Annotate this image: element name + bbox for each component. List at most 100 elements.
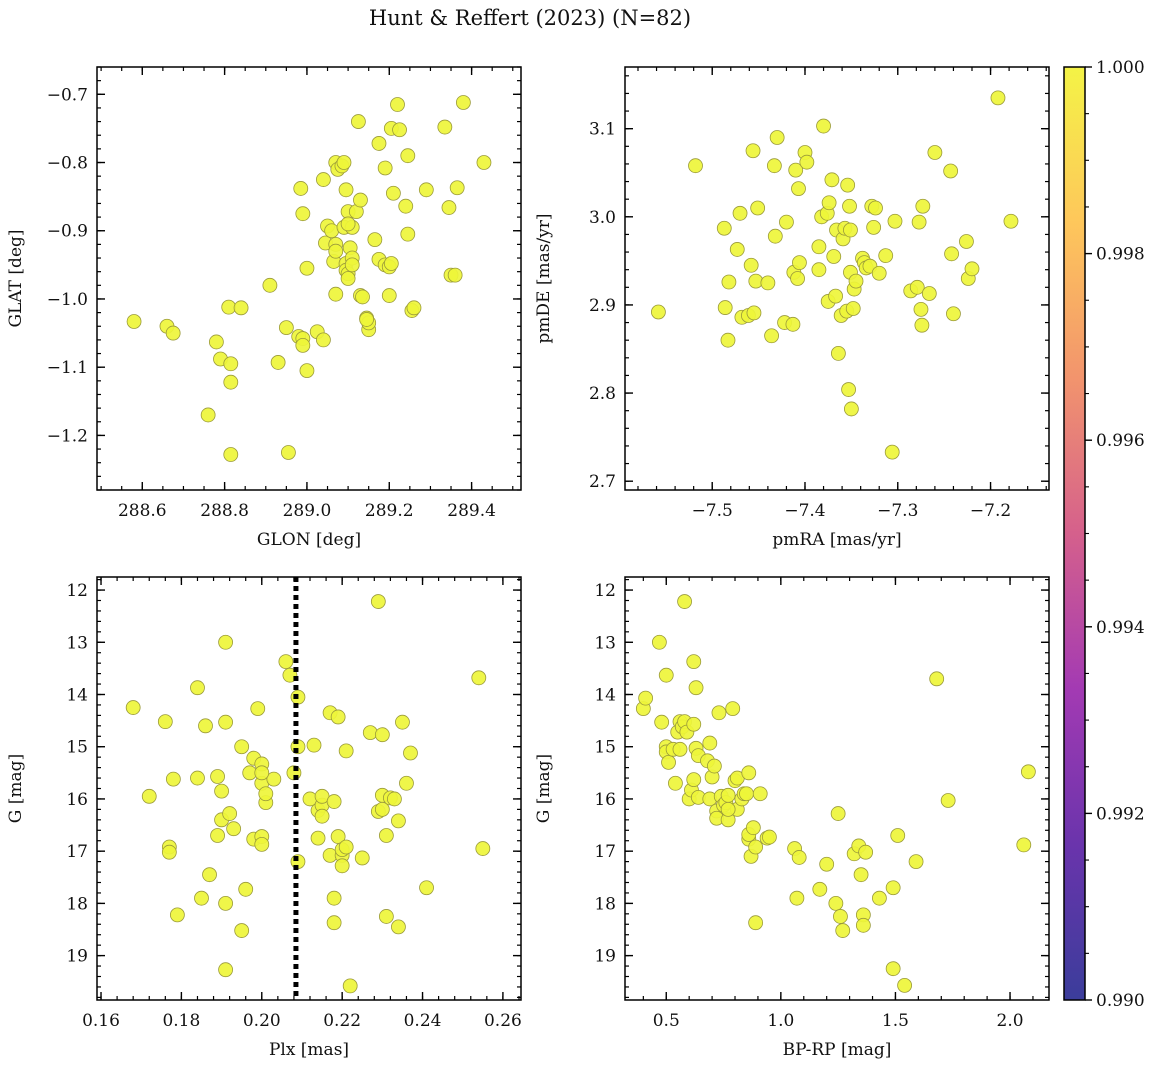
data-point — [878, 248, 894, 263]
data-point — [367, 232, 383, 248]
data-point — [378, 828, 394, 843]
x-axis-label: Plx [mas] — [269, 1040, 349, 1060]
data-point — [338, 743, 354, 759]
data-point — [658, 667, 674, 683]
y-tick-label: 12 — [66, 581, 88, 601]
data-point — [720, 801, 736, 817]
data-point — [359, 312, 375, 327]
y-tick-label: 16 — [66, 790, 88, 810]
scatter-points — [635, 594, 1036, 993]
data-point — [326, 794, 342, 809]
data-point — [843, 222, 858, 238]
data-point — [750, 200, 766, 216]
axes-frame — [96, 66, 522, 491]
data-point — [767, 228, 783, 244]
data-point — [835, 923, 851, 938]
data-point — [377, 160, 393, 176]
data-point — [169, 907, 185, 923]
data-point — [355, 289, 370, 305]
figure-title: Hunt & Reffert (2023) (N=82) — [368, 6, 692, 30]
axes-frame — [624, 66, 1050, 491]
data-point — [381, 288, 397, 303]
data-point — [745, 143, 761, 159]
data-point — [437, 119, 453, 135]
colorbar-tick-label: 0.990 — [1096, 991, 1145, 1011]
data-point — [258, 786, 274, 802]
data-point — [927, 145, 943, 160]
data-point — [218, 895, 234, 911]
x-tick-label: 0.16 — [82, 1011, 120, 1031]
data-point — [165, 325, 181, 341]
x-tick-label: −7.2 — [970, 501, 1011, 521]
data-point — [732, 205, 748, 221]
data-point — [833, 909, 848, 924]
y-axis-label: GLAT [deg] — [6, 229, 26, 327]
y-tick-label: 17 — [594, 842, 616, 862]
data-point — [198, 718, 213, 734]
x-tick-label: −7.3 — [877, 501, 918, 521]
data-point — [218, 714, 234, 730]
data-point — [125, 700, 141, 715]
data-point — [914, 317, 930, 333]
y-tick-label: 2.8 — [589, 384, 616, 404]
data-point — [218, 962, 234, 978]
data-point — [202, 867, 217, 883]
data-point — [940, 793, 956, 808]
data-point — [387, 791, 402, 807]
data-point — [392, 122, 407, 138]
data-point — [853, 867, 869, 883]
data-point — [222, 806, 238, 821]
data-point — [769, 130, 785, 145]
data-point — [475, 841, 491, 856]
data-point — [672, 741, 688, 757]
data-point — [403, 745, 418, 761]
data-point — [686, 654, 702, 669]
y-tick-label: −1.2 — [47, 426, 88, 446]
y-tick-label: 18 — [66, 894, 88, 914]
data-point — [761, 829, 777, 845]
data-point — [711, 705, 727, 721]
axes-frame — [96, 576, 522, 1001]
data-point — [638, 690, 654, 706]
data-point — [254, 836, 270, 852]
data-point — [840, 177, 856, 193]
data-point — [353, 192, 368, 208]
data-point — [651, 304, 666, 320]
data-point — [221, 299, 237, 315]
data-point — [190, 770, 205, 786]
data-point — [764, 328, 779, 344]
data-point — [161, 844, 177, 860]
data-point — [338, 182, 354, 198]
data-point — [816, 118, 831, 134]
data-point — [262, 277, 278, 293]
x-axis-label: pmRA [mas/yr] — [772, 530, 901, 550]
data-point — [911, 214, 927, 230]
data-point — [677, 594, 692, 609]
data-point — [328, 286, 344, 302]
colorbar-tick-label: 1.000 — [1096, 58, 1145, 78]
data-point — [821, 195, 837, 211]
y-tick-label: 19 — [66, 947, 88, 967]
scatter-points — [651, 90, 1019, 460]
data-point — [828, 895, 844, 911]
data-point — [293, 181, 309, 196]
data-point — [811, 239, 827, 255]
y-axis-label: G [mag] — [534, 754, 554, 823]
data-point — [841, 382, 856, 397]
data-point — [208, 334, 224, 350]
data-point — [344, 257, 360, 273]
data-point — [399, 775, 414, 791]
data-point — [760, 275, 776, 291]
data-point — [391, 813, 406, 829]
data-point — [374, 801, 390, 817]
colorbar-tick-label: 0.992 — [1096, 804, 1145, 824]
data-point — [790, 271, 805, 286]
data-point — [278, 654, 294, 669]
data-point — [897, 977, 913, 993]
data-point — [400, 148, 416, 164]
x-tick-label: 2.0 — [997, 1011, 1024, 1031]
data-point — [686, 772, 702, 788]
data-point — [419, 880, 434, 896]
y-tick-label: 14 — [66, 686, 88, 706]
